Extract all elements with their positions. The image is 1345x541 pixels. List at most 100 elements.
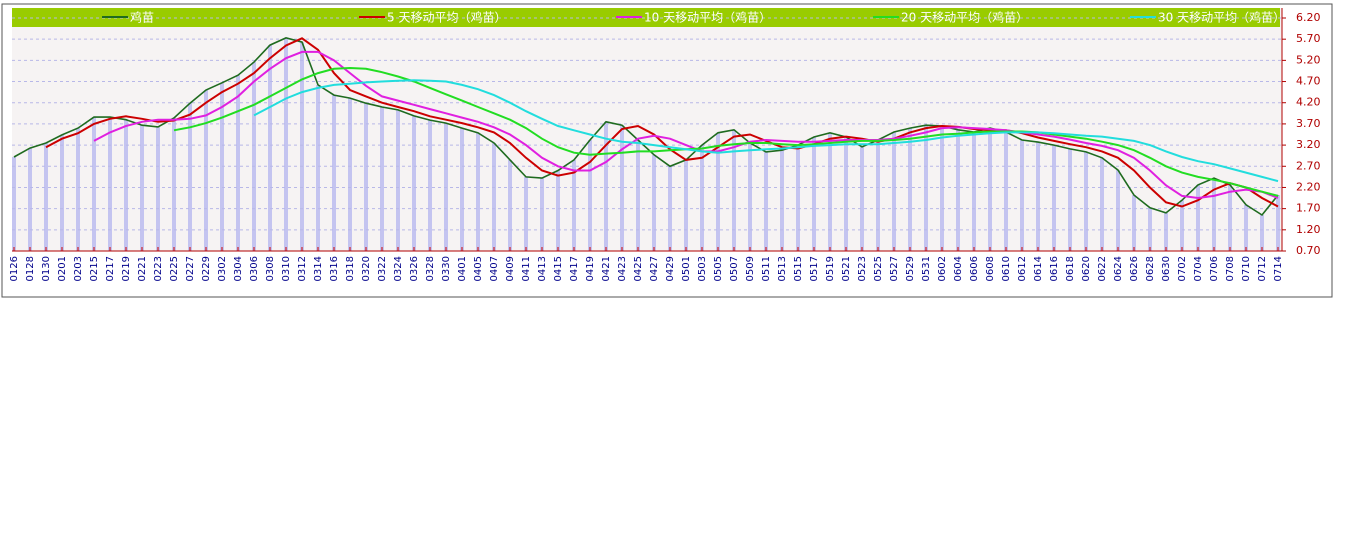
x-tick-label: 0401 [457, 256, 468, 281]
bar [492, 142, 496, 251]
x-tick-label: 0515 [793, 256, 804, 281]
bar [908, 128, 912, 251]
bar [1084, 151, 1088, 251]
y-tick-label: 2.70 [1296, 159, 1321, 172]
x-tick-label: 0326 [409, 256, 420, 281]
bar [124, 119, 128, 251]
x-tick-label: 0429 [665, 256, 676, 281]
x-tick-label: 0608 [985, 256, 996, 281]
x-tick-label: 0604 [953, 256, 964, 281]
plot-area [12, 8, 1282, 251]
bar [252, 62, 256, 251]
x-tick-label: 0710 [1241, 256, 1252, 281]
y-tick-label: 1.70 [1296, 202, 1321, 215]
bar [684, 159, 688, 251]
x-tick-label: 0511 [761, 256, 772, 281]
bar [780, 150, 784, 251]
x-tick-label: 0126 [9, 256, 20, 281]
bar [604, 121, 608, 251]
bar [412, 115, 416, 251]
x-tick-label: 0525 [873, 256, 884, 281]
bar [524, 176, 528, 251]
bar [12, 156, 16, 251]
bar [236, 75, 240, 251]
x-tick-label: 0714 [1273, 256, 1284, 281]
legend-label: 10 天移动平均（鸡苗） [644, 10, 771, 25]
x-tick-label: 0229 [201, 256, 212, 281]
bar [636, 140, 640, 251]
x-tick-label: 0509 [745, 256, 756, 281]
x-tick-label: 0513 [777, 256, 788, 281]
bar [732, 129, 736, 251]
x-tick-label: 0425 [633, 256, 644, 281]
x-tick-label: 0201 [57, 256, 68, 281]
x-tick-label: 0606 [969, 256, 980, 281]
bar [860, 146, 864, 251]
x-tick-label: 0708 [1225, 256, 1236, 281]
y-tick-label: 3.20 [1296, 138, 1321, 151]
bar [1132, 195, 1136, 251]
x-tick-label: 0304 [233, 256, 244, 281]
bar [620, 125, 624, 251]
bar [1164, 212, 1168, 251]
bar [300, 42, 304, 251]
x-tick-label: 0314 [313, 256, 324, 281]
bar [28, 148, 32, 251]
x-tick-label: 0612 [1017, 256, 1028, 281]
y-tick-label: 1.20 [1296, 223, 1321, 236]
bar [220, 82, 224, 251]
series-line [173, 66, 1279, 197]
x-tick-label: 0130 [41, 256, 52, 281]
bar [172, 117, 176, 251]
bar [1100, 157, 1104, 251]
legend-label: 30 天移动平均（鸡苗） [1158, 10, 1285, 25]
bar [828, 132, 832, 251]
x-tick-label: 0527 [889, 256, 900, 281]
x-tick-label: 0409 [505, 256, 516, 281]
bar [1068, 148, 1072, 251]
x-tick-label: 0318 [345, 256, 356, 281]
bar [380, 106, 384, 251]
bar [396, 109, 400, 251]
x-tick-label: 0316 [329, 256, 340, 281]
series-line [253, 79, 1279, 183]
bar [156, 126, 160, 251]
bar [364, 103, 368, 251]
y-tick-label: 2.20 [1296, 180, 1321, 193]
series-line [45, 37, 1279, 208]
y-tick-label: 4.70 [1296, 75, 1321, 88]
x-tick-label: 0618 [1065, 256, 1076, 281]
bar [284, 37, 288, 252]
x-tick-label: 0312 [297, 256, 308, 281]
bar [1148, 207, 1152, 251]
x-tick-label: 0614 [1033, 256, 1044, 281]
x-tick-label: 0306 [249, 256, 260, 281]
bar [60, 134, 64, 251]
bar [716, 132, 720, 251]
bar [1020, 140, 1024, 251]
x-tick-label: 0225 [169, 256, 180, 281]
y-tick-label: 0.70 [1296, 244, 1321, 257]
legend-band [12, 8, 1280, 27]
x-tick-label: 0221 [137, 256, 148, 281]
y-tick-label: 3.70 [1296, 117, 1321, 130]
bar [44, 142, 48, 251]
y-tick-label: 5.70 [1296, 32, 1321, 45]
bar [1036, 142, 1040, 251]
x-tick-label: 0616 [1049, 256, 1060, 281]
x-tick-label: 0421 [601, 256, 612, 281]
bar [652, 154, 656, 251]
bar [588, 140, 592, 251]
x-tick-label: 0423 [617, 256, 628, 281]
bar [796, 145, 800, 251]
x-tick-label: 0328 [425, 256, 436, 281]
legend-label: 鸡苗 [130, 10, 154, 25]
bar [268, 45, 272, 251]
x-tick-label: 0630 [1161, 256, 1172, 281]
x-tick-label: 0706 [1209, 256, 1220, 281]
bar [572, 159, 576, 251]
x-tick-label: 0411 [521, 256, 532, 281]
bar [668, 166, 672, 251]
series-line [93, 50, 1279, 200]
